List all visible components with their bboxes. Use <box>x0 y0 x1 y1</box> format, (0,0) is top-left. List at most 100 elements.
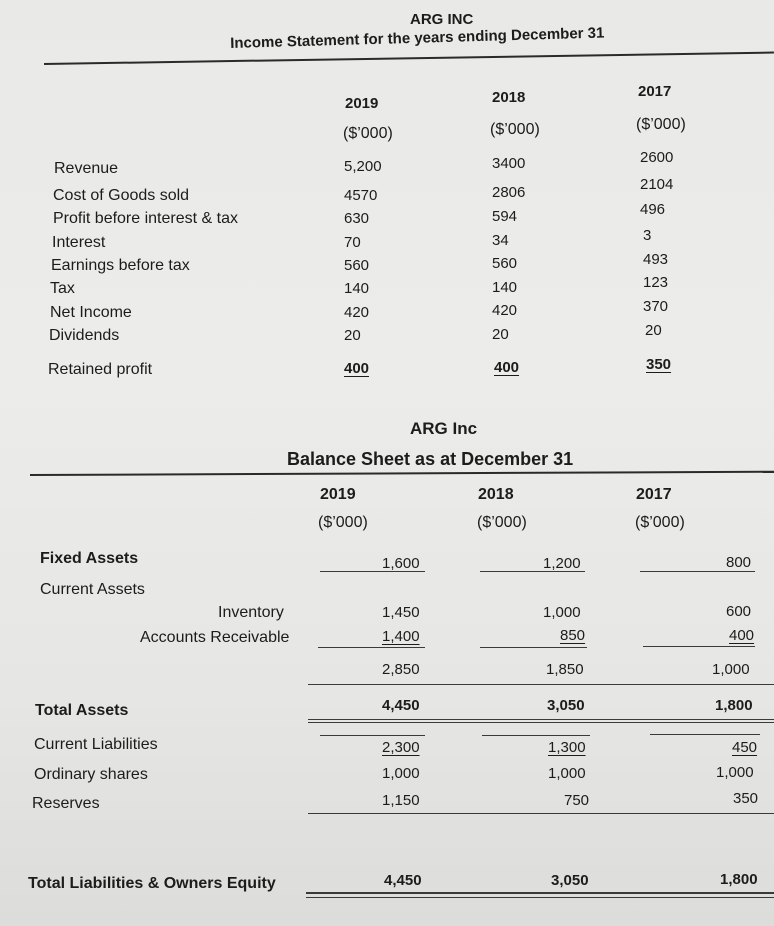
ordinary-shares-2019: 1,000 <box>382 765 420 782</box>
total-assets-rule-bottom <box>308 722 774 723</box>
inventory-2019: 1,450 <box>382 604 420 621</box>
income-value-2019: 140 <box>344 280 370 297</box>
income-value-2018: 140 <box>492 279 518 296</box>
fixed-assets-label: Fixed Assets <box>40 550 139 567</box>
income-value-2017: 493 <box>643 251 669 268</box>
income-value-2018: 34 <box>492 232 509 249</box>
fixed-assets-rule-2019 <box>320 571 425 572</box>
balance-col-unit-2019: ($’000) <box>318 514 368 531</box>
total-assets-2017: 1,800 <box>715 697 753 714</box>
balance-company-name: ARG Inc <box>410 419 478 438</box>
current-liabilities-label: Current Liabilities <box>34 736 158 753</box>
ordinary-shares-2017: 1,000 <box>716 764 754 781</box>
income-col-year-2017: 2017 <box>638 83 672 100</box>
balance-sheet-title: Balance Sheet as at December 31 <box>287 449 574 469</box>
total-assets-2018: 3,050 <box>547 697 585 714</box>
income-value-2018: 3400 <box>492 155 526 172</box>
total-assets-2019: 4,450 <box>382 697 420 714</box>
total-assets-rule-top <box>308 719 774 720</box>
income-value-2019: 420 <box>344 304 370 321</box>
balance-title-rule <box>30 470 774 476</box>
receivables-label: Accounts Receivable <box>140 629 290 646</box>
total-assets-label: Total Assets <box>35 702 129 719</box>
current-assets-label: Current Assets <box>40 581 145 598</box>
current-assets-total-2019: 2,850 <box>382 661 420 678</box>
reserves-2019: 1,150 <box>382 792 420 809</box>
income-value-2019: 5,200 <box>344 158 382 175</box>
fixed-assets-2019: 1,600 <box>382 555 420 572</box>
income-row-label: Earnings before tax <box>51 257 190 274</box>
fixed-assets-rule-2017 <box>640 571 755 572</box>
income-value-2017: 370 <box>643 298 669 315</box>
receivables-2018: 850 <box>560 627 586 644</box>
income-value-2018: 420 <box>492 302 518 319</box>
income-row-label: Retained profit <box>48 361 153 378</box>
income-value-2017: 2104 <box>640 176 674 193</box>
current-liabilities-2019: 2,300 <box>382 739 420 756</box>
inventory-2018: 1,000 <box>543 604 581 621</box>
income-value-2017: 20 <box>645 322 662 339</box>
income-title-rule <box>44 51 774 65</box>
fixed-assets-2018: 1,200 <box>543 555 581 572</box>
receivables-2019: 1,400 <box>382 628 420 645</box>
income-value-2019: 400 <box>344 360 370 377</box>
income-value-2018: 20 <box>492 326 509 343</box>
income-col-year-2019: 2019 <box>345 95 379 112</box>
reserves-2017: 350 <box>733 790 759 807</box>
balance-col-year-2018: 2018 <box>478 486 514 503</box>
receivables-rule-2018 <box>480 647 587 648</box>
income-row-label: Cost of Goods sold <box>53 187 190 204</box>
income-row-label: Tax <box>50 280 75 297</box>
income-row-label: Interest <box>52 234 106 251</box>
current-liabilities-rule-2017 <box>650 734 760 735</box>
receivables-rule-2017 <box>643 646 755 647</box>
income-value-2017: 350 <box>646 356 672 373</box>
fixed-assets-rule-2018 <box>480 571 585 572</box>
current-assets-total-rule <box>308 684 774 685</box>
income-value-2018: 560 <box>492 255 518 272</box>
inventory-label: Inventory <box>218 604 284 621</box>
income-value-2019: 4570 <box>344 187 378 204</box>
income-row-label: Profit before interest & tax <box>53 210 238 227</box>
income-value-2019: 20 <box>344 327 361 344</box>
ordinary-shares-label: Ordinary shares <box>34 766 148 783</box>
income-value-2019: 560 <box>344 257 370 274</box>
income-value-2017: 496 <box>640 201 666 218</box>
current-liabilities-rule-2018 <box>482 735 590 736</box>
income-col-unit-2019: ($’000) <box>343 125 393 142</box>
income-company-name: ARG INC <box>410 11 474 28</box>
balance-col-year-2019: 2019 <box>320 486 356 503</box>
income-col-unit-2017: ($’000) <box>636 116 686 133</box>
total-liabilities-equity-label: Total Liabilities & Owners Equity <box>28 875 276 892</box>
current-liabilities-2018: 1,300 <box>548 739 586 756</box>
ordinary-shares-2018: 1,000 <box>548 765 586 782</box>
inventory-2017: 600 <box>726 603 752 620</box>
balance-col-year-2017: 2017 <box>636 486 672 503</box>
balance-col-unit-2018: ($’000) <box>477 514 527 531</box>
receivables-2017: 400 <box>729 627 755 644</box>
income-value-2019: 70 <box>344 234 361 251</box>
income-value-2017: 3 <box>643 227 652 244</box>
current-assets-total-2018: 1,850 <box>546 661 584 678</box>
total-liabilities-rule-top <box>306 892 774 894</box>
income-row-label: Net Income <box>50 304 132 321</box>
income-col-year-2018: 2018 <box>492 89 526 106</box>
income-value-2019: 630 <box>344 210 370 227</box>
current-assets-total-2017: 1,000 <box>712 661 750 678</box>
reserves-2018: 750 <box>564 792 590 809</box>
income-statement-title: Income Statement for the years ending De… <box>229 24 605 52</box>
total-liabilities-equity-2019: 4,450 <box>384 872 422 889</box>
fixed-assets-2017: 800 <box>726 554 752 571</box>
balance-col-unit-2017: ($’000) <box>635 514 685 531</box>
current-liabilities-rule-2019 <box>320 735 425 736</box>
income-value-2018: 2806 <box>492 184 526 201</box>
income-value-2018: 400 <box>494 359 520 376</box>
reserves-rule <box>308 813 774 814</box>
total-liabilities-rule-bottom <box>306 897 774 898</box>
total-liabilities-equity-2018: 3,050 <box>551 872 589 889</box>
income-row-label: Revenue <box>54 160 119 177</box>
receivables-rule-2019 <box>318 647 425 648</box>
income-value-2017: 2600 <box>640 149 674 166</box>
reserves-label: Reserves <box>32 795 100 812</box>
income-value-2018: 594 <box>492 208 518 225</box>
